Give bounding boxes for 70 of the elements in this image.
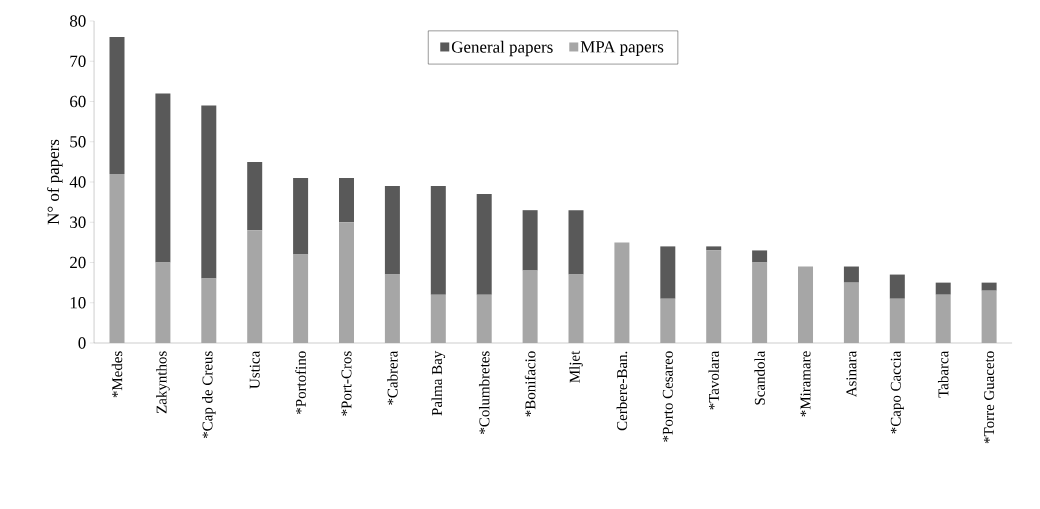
bar [981, 290, 997, 343]
bar [339, 177, 354, 223]
y-axis-title: N° of papers [46, 139, 63, 225]
x-tick-label: *Bonifacio [524, 351, 536, 417]
bar [981, 282, 997, 291]
x-tick-label: *Columbretes [478, 351, 490, 434]
bar [706, 250, 722, 343]
x-tick-label: Tabarca [937, 350, 949, 398]
bar [476, 294, 492, 343]
bar [109, 173, 125, 343]
y-tick-label: 40 [69, 176, 86, 188]
bar [660, 246, 676, 299]
bar [568, 274, 584, 343]
x-tick-label: *Miramare [800, 351, 811, 417]
x-tick-label: Cerbere-Ban. [616, 351, 628, 431]
bar [935, 294, 951, 343]
y-tick-label: 60 [70, 95, 86, 108]
bar [384, 274, 400, 343]
bar [430, 186, 446, 295]
x-tick-label: Mljet [569, 350, 583, 383]
bar [155, 262, 171, 343]
bar [843, 266, 859, 283]
x-tick-label: *Medes [111, 351, 123, 398]
y-tick-label: 20 [70, 256, 86, 269]
y-tick-label: 30 [70, 216, 86, 228]
bar [568, 210, 584, 275]
x-tick-label: *Cap de Creus [202, 351, 216, 439]
x-tick-label: *Porto Cesareo [662, 351, 673, 442]
y-tick-label: 0 [78, 337, 86, 349]
x-tick-label: *Portofino [295, 351, 306, 414]
x-tick-label: *Cabrera [387, 350, 398, 405]
bar [201, 105, 217, 279]
bar [522, 210, 538, 271]
y-tick-label: 70 [70, 55, 86, 67]
x-tick-label: Asinara [846, 350, 857, 398]
x-tick-label: Zakynthos [156, 351, 170, 414]
legend-label: MPA papers [580, 41, 664, 56]
bar [660, 298, 676, 343]
x-tick-label: *Torre Guaceto [984, 351, 995, 444]
bar [752, 250, 768, 263]
x-tick-label: Scandola [754, 350, 765, 405]
x-tick-label: Palma Bay [431, 350, 446, 416]
x-tick-label: Ustica [249, 350, 260, 389]
bar [935, 282, 951, 295]
bar [293, 254, 309, 343]
bar [843, 282, 859, 343]
legend-label: General papers [451, 40, 553, 57]
y-tick-label: 50 [70, 136, 86, 148]
bar [752, 262, 768, 343]
bar [706, 246, 722, 251]
bar [155, 93, 171, 263]
bar [889, 274, 905, 299]
bar [430, 294, 446, 343]
bar [798, 266, 814, 343]
bar [889, 298, 905, 343]
bar [476, 194, 492, 295]
bar [109, 37, 125, 174]
x-tick-label: *Port-Cros [341, 351, 352, 416]
bar [247, 161, 263, 231]
x-tick-label: *Tavolara [708, 350, 719, 410]
bar [293, 177, 309, 255]
bar [201, 278, 217, 343]
y-tick-label: 80 [69, 15, 86, 27]
bar [384, 186, 400, 275]
x-tick-label: *Capo Caccia [890, 350, 904, 434]
bar [247, 230, 263, 343]
y-tick-label: 10 [70, 297, 86, 309]
bar [614, 242, 630, 343]
bar [522, 270, 538, 343]
bar [339, 222, 354, 343]
